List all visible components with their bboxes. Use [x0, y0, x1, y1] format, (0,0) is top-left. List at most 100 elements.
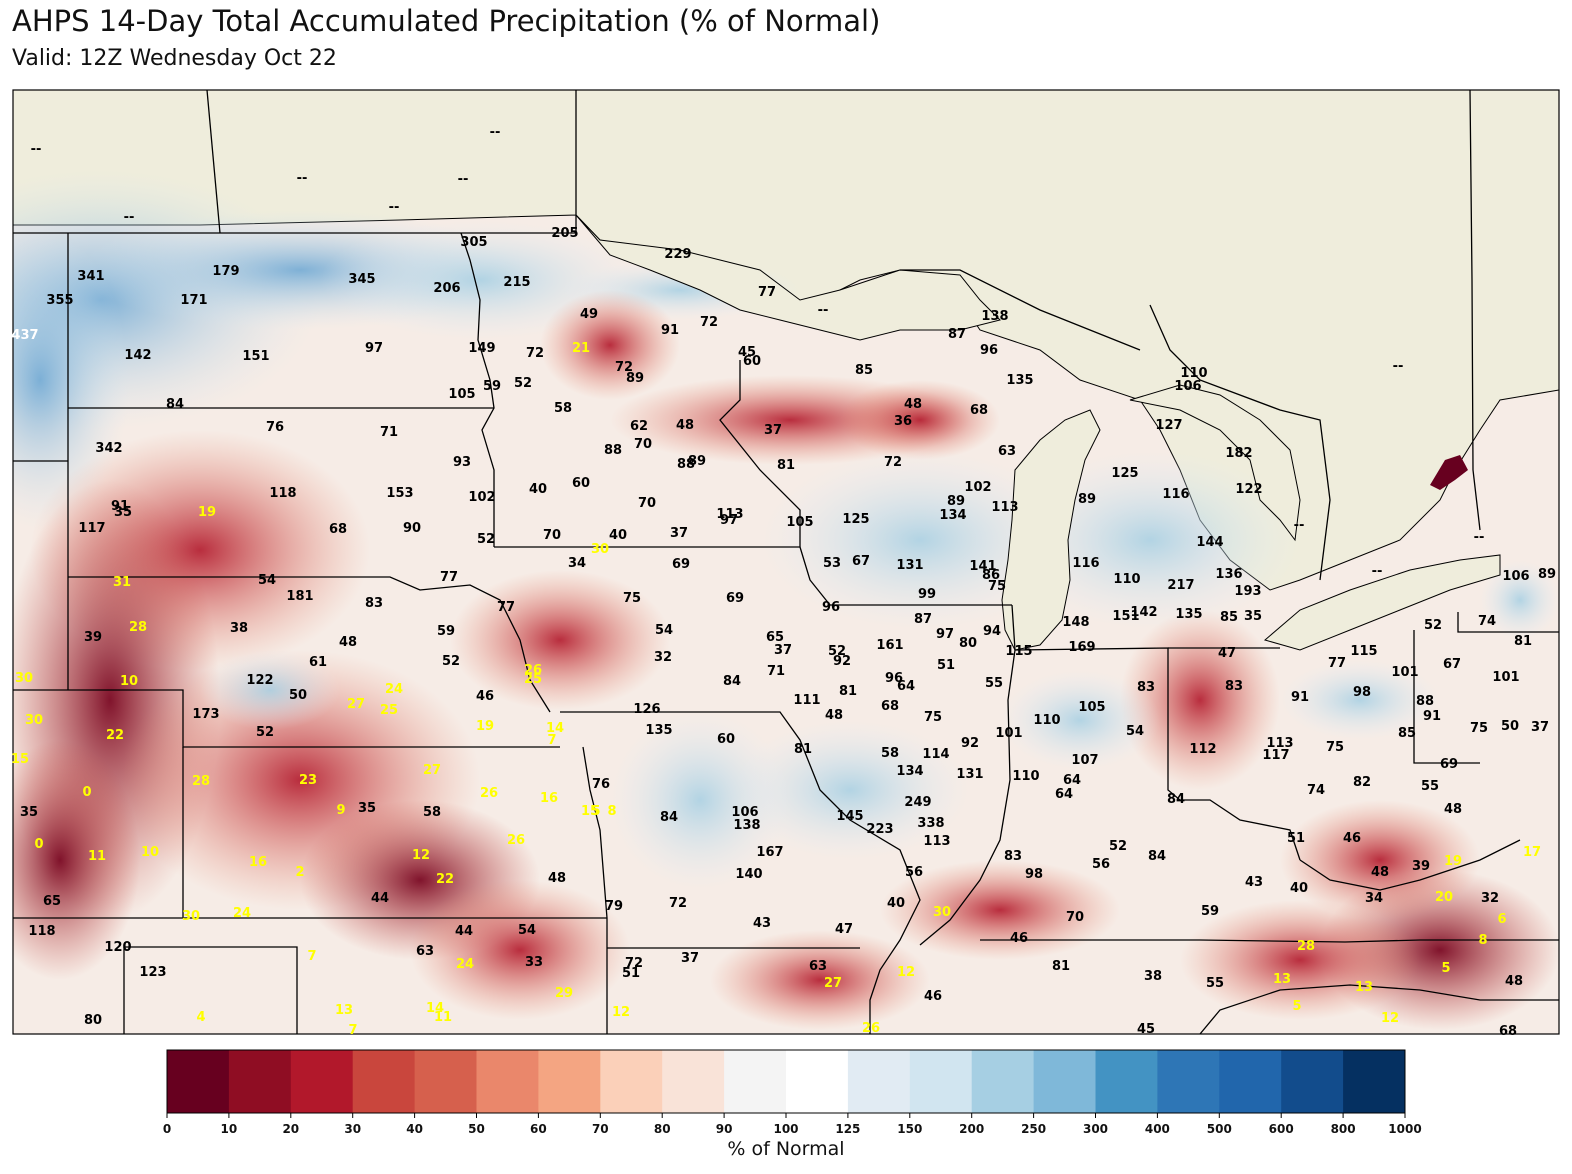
map-value-label: 149 [468, 341, 495, 356]
map-value-label: 89 [688, 454, 706, 469]
map-value-label: 52 [1424, 618, 1442, 633]
colorbar-tick-label: 30 [344, 1122, 361, 1136]
map-value-label: 223 [866, 822, 893, 837]
colorbar-cell [1095, 1050, 1158, 1113]
map-value-label: 77 [758, 285, 776, 300]
colorbar-tick-label: 50 [468, 1122, 485, 1136]
map-value-label: 91 [1423, 709, 1441, 724]
map-value-label: 9 [336, 803, 345, 818]
map-value-label: 63 [416, 944, 434, 959]
map-value-label: 88 [1416, 694, 1434, 709]
map-value-label: 89 [1538, 567, 1556, 582]
map-value-label: 60 [572, 476, 590, 491]
map-value-label: 54 [655, 623, 673, 638]
colorbar-cell [662, 1050, 725, 1113]
map-value-label: 12 [1381, 1011, 1399, 1026]
map-value-label: 81 [794, 742, 812, 757]
map-value-label: 87 [914, 612, 932, 627]
map-value-label: 74 [1307, 783, 1325, 798]
map-value-label: 54 [518, 923, 536, 938]
map-value-label: 84 [1167, 792, 1185, 807]
map-value-label: 24 [385, 682, 403, 697]
map-value-label: 138 [981, 309, 1008, 324]
colorbar-cell [1157, 1050, 1220, 1113]
map-value-label: 58 [881, 746, 899, 761]
map-value-label: 173 [192, 707, 219, 722]
map-value-label: 27 [824, 976, 842, 991]
map-value-label: 81 [1514, 634, 1532, 649]
map-value-label: 43 [1245, 875, 1263, 890]
map-value-label: -- [458, 172, 469, 187]
map-value-label: 92 [833, 654, 851, 669]
map-value-label: 58 [423, 805, 441, 820]
map-value-label: 136 [1215, 567, 1242, 582]
map-value-label: 105 [1078, 700, 1105, 715]
map-value-label: 86 [982, 568, 1000, 583]
map-value-label: 113 [991, 500, 1018, 515]
map-value-label: 38 [230, 621, 248, 636]
colorbar-tick-label: 80 [654, 1122, 671, 1136]
precip-blob [200, 650, 340, 730]
map-value-label: -- [1372, 564, 1383, 579]
map-value-label: 72 [884, 455, 902, 470]
map-value-label: 355 [46, 293, 73, 308]
map-value-label: 26 [862, 1021, 880, 1036]
map-value-label: 26 [480, 786, 498, 801]
map-value-label: 72 [615, 360, 633, 375]
map-value-label: -- [389, 200, 400, 215]
map-value-label: 116 [1072, 556, 1099, 571]
map-value-label: 106 [1174, 379, 1201, 394]
map-value-label: 127 [1155, 418, 1182, 433]
map-value-label: 23 [299, 773, 317, 788]
map-value-label: 7 [547, 733, 556, 748]
map-value-label: 75 [1470, 721, 1488, 736]
map-value-label: 24 [456, 957, 474, 972]
colorbar-tick-label: 70 [592, 1122, 609, 1136]
map-value-label: 40 [1290, 881, 1308, 896]
map-value-label: 94 [983, 624, 1001, 639]
map-value-label: 5 [1292, 999, 1301, 1014]
colorbar-cell [909, 1050, 973, 1113]
precip-blob [1480, 560, 1559, 640]
map-value-label: 6 [1497, 912, 1506, 927]
map-value-label: 55 [985, 676, 1003, 691]
map-value-label: 138 [733, 818, 760, 833]
map-value-label: 81 [839, 684, 857, 699]
map-value-label: 87 [948, 327, 966, 342]
map-value-label: 140 [735, 867, 762, 882]
map-value-label: 12 [612, 1005, 630, 1020]
colorbar-tick-label: 300 [1083, 1122, 1108, 1136]
map-value-label: 64 [897, 679, 915, 694]
map-value-label: -- [1294, 518, 1305, 533]
precip-blob [760, 450, 1080, 630]
map-value-label: 61 [309, 655, 327, 670]
map-value-label: 13 [1273, 972, 1291, 987]
precip-blob [450, 570, 670, 710]
map-value-label: 15 [581, 804, 599, 819]
map-value-label: 26 [507, 833, 525, 848]
map-value-label: 48 [904, 397, 922, 412]
map-value-label: 91 [111, 499, 129, 514]
map-value-label: -- [297, 171, 308, 186]
map-value-label: 123 [139, 965, 166, 980]
map-value-label: 83 [1004, 849, 1022, 864]
map-value-label: 39 [84, 630, 102, 645]
map-value-label: 34 [1365, 891, 1383, 906]
map-value-label: 96 [980, 343, 998, 358]
colorbar-tick-label: 500 [1207, 1122, 1232, 1136]
map-value-label: 30 [591, 542, 609, 557]
map-value-label: 83 [1225, 679, 1243, 694]
map-value-label: 30 [182, 909, 200, 924]
map-value-label: 342 [95, 441, 122, 456]
map-value-label: 117 [78, 521, 105, 536]
map-value-label: 167 [756, 845, 783, 860]
map-value-label: 115 [1005, 644, 1032, 659]
colorbar-tick-label: 60 [530, 1122, 547, 1136]
map-value-label: 117 [1262, 748, 1289, 763]
map-value-label: 338 [917, 816, 944, 831]
map-value-label: 77 [440, 570, 458, 585]
colorbar-tick-label: 250 [1021, 1122, 1046, 1136]
map-value-label: 118 [269, 486, 296, 501]
map-value-label: 80 [959, 636, 977, 651]
